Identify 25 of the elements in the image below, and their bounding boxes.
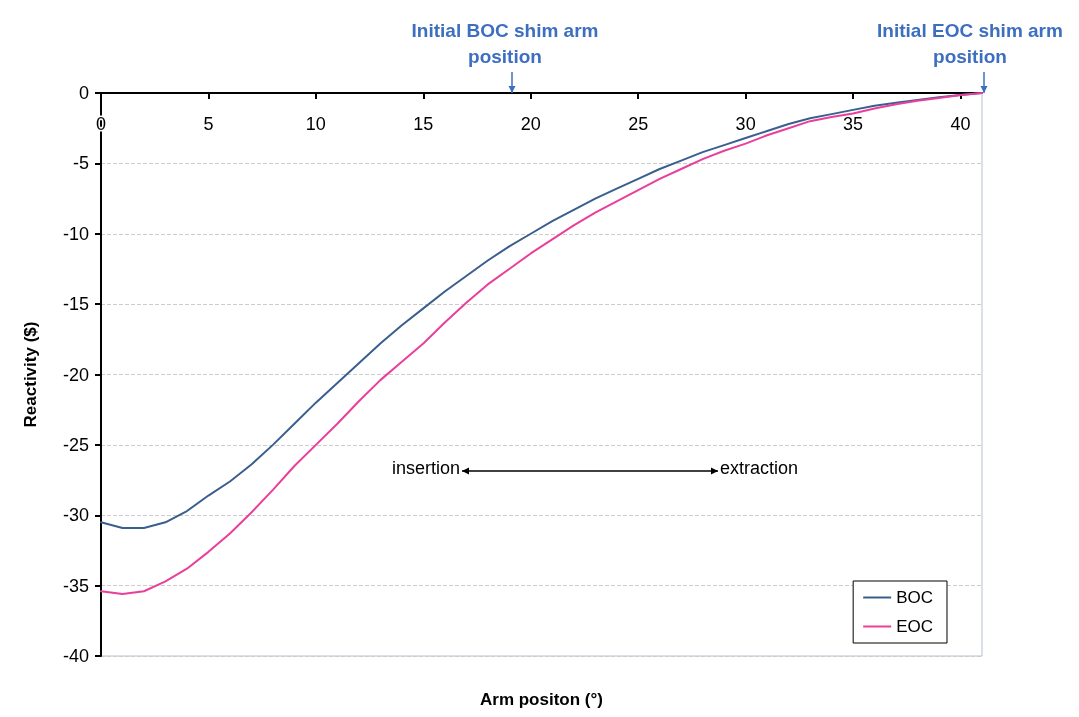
x-axis-title: Arm positon (°): [480, 690, 603, 710]
y-tick-label: 0: [78, 83, 89, 103]
y-axis-title: Reactivity ($): [21, 321, 40, 428]
x-tick-label: 20: [520, 114, 541, 134]
y-tick-label: -40: [62, 646, 89, 666]
y-tick-label: -20: [62, 364, 89, 385]
text: Initial BOC shim arm position: [410, 19, 600, 69]
x-tick-label: 40: [950, 114, 971, 134]
y-tick-label: -35: [62, 575, 89, 596]
x-tick-label: 30: [735, 114, 756, 134]
x-tick-label: 35: [843, 114, 864, 134]
text: Initial EOC shim arm position: [876, 19, 1064, 69]
annotation: extraction: [720, 458, 799, 479]
annotation: insertion: [392, 458, 461, 479]
y-tick-label: -15: [62, 294, 89, 315]
legend-label: BOC: [896, 588, 933, 607]
y-tick-label: -25: [62, 434, 89, 455]
y-tick-label: -30: [62, 505, 89, 526]
y-tick-label: -5: [72, 153, 89, 174]
y-tick-label: -10: [62, 223, 89, 244]
x-tick-label: 5: [203, 114, 214, 134]
legend-label: EOC: [896, 617, 933, 636]
x-tick-label: 15: [413, 114, 434, 134]
x-tick-label: 25: [628, 114, 649, 134]
x-tick-label: 10: [305, 114, 326, 134]
